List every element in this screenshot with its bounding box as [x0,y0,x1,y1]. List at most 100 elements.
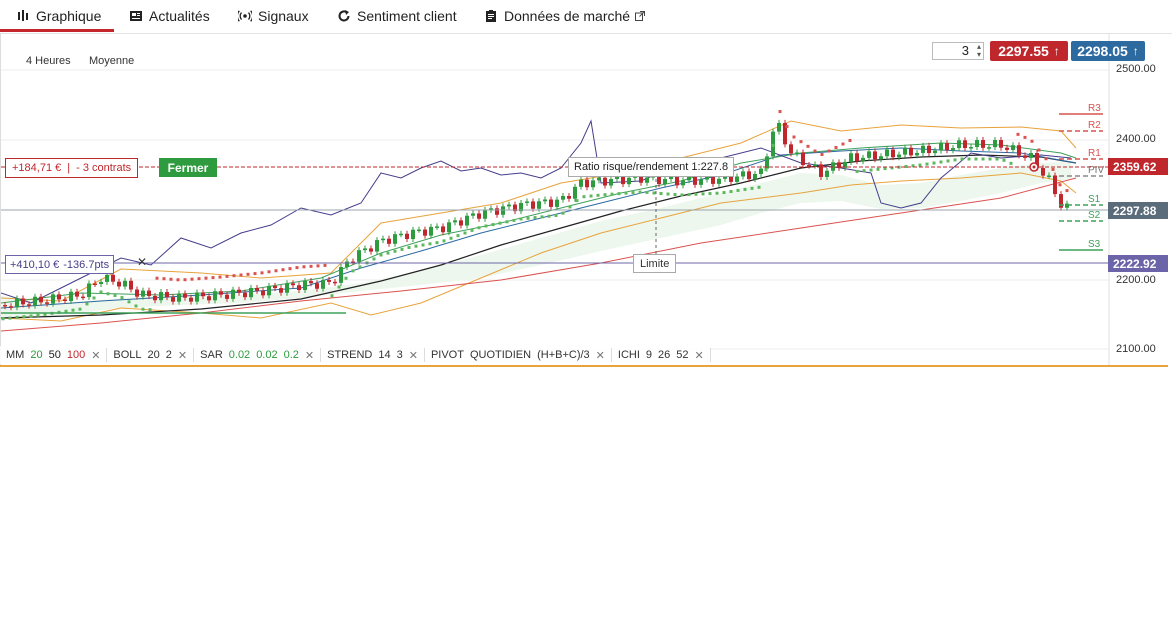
sar-dot [176,278,180,282]
candle-body [657,175,661,185]
sar-dot [477,226,481,230]
quantity-stepper[interactable]: 3 ▴ ▾ [932,42,984,60]
sar-dot [246,272,250,276]
sar-dot [169,277,173,281]
candle-body [249,287,253,298]
candle-body [879,156,883,160]
buy-button[interactable]: 2298.05 ↑ [1071,41,1145,61]
remove-indicator-icon[interactable]: ✕ [694,349,704,362]
chart-icon [16,9,30,23]
candle-body [825,170,829,177]
sar-dot [925,162,929,166]
sar-dot [988,157,992,161]
sar-dot [820,153,824,156]
sar-dot [554,214,558,217]
sar-dot [190,277,194,281]
tab-donnees-de-marche[interactable]: Données de marché [484,0,646,32]
candle-body [189,297,193,302]
sar-dot [771,143,775,147]
candle-body [387,238,391,244]
indicator-name: ICHI [617,349,640,361]
open-position-label[interactable]: +184,71 € | - 3 contrats [5,158,139,178]
tab-actualites[interactable]: Actualités [129,0,210,32]
bollinger-lower [1,172,1077,322]
chart-canvas[interactable] [1,33,1171,366]
candle-body [957,140,961,149]
indicator-param: 0.2 [283,349,299,361]
limit-label[interactable]: Limite [633,254,677,273]
pending-order-label[interactable]: +410,10 € -136.7pts [5,255,115,274]
tab-graphique[interactable]: Graphique [16,0,101,32]
indicator-param: QUOTIDIEN [469,349,532,361]
tab-label: Graphique [36,8,102,24]
indicator-param: 2 [165,349,172,361]
cancel-order-icon[interactable]: ✕ [137,255,148,269]
sar-dot [701,192,705,196]
sar-dot [953,158,957,162]
news-icon [129,9,143,23]
indicator-boll[interactable]: BOLL 20 2 ✕ [107,348,195,362]
candle-body [483,209,487,219]
sar-dot [1044,157,1048,161]
remove-indicator-icon[interactable]: ✕ [408,349,418,362]
sar-dot [533,216,537,220]
candle-body [1053,175,1057,195]
sar-dot [540,215,544,219]
stepper-arrows-icon[interactable]: ▴ ▾ [976,42,981,59]
candle-body [513,204,517,212]
candle-body [675,176,679,186]
y-axis-label: 2200.00 [1116,274,1156,286]
candle-body [987,147,991,149]
remove-indicator-icon[interactable]: ✕ [177,349,188,362]
indicator-bar: MM 20 50 100 ✕ BOLL 20 2 ✕ SAR 0.02 0.02… [0,346,711,364]
chart-type-label[interactable]: Moyenne [89,55,135,67]
price-chart[interactable]: 4 Heures Moyenne 2500.00 2400.00 2200.00… [0,33,1172,366]
candle-body [357,250,361,262]
sar-dot [183,278,187,282]
indicator-ichi[interactable]: ICHI 9 26 52 ✕ [612,348,711,362]
sar-dot [834,146,838,149]
sar-dot [519,217,523,221]
candle-body [429,226,433,236]
candle-body [873,151,877,160]
remove-indicator-icon[interactable]: ✕ [304,349,315,362]
candle-body [231,289,235,299]
sar-dot [218,275,222,279]
candle-body [195,292,199,302]
sar-dot [428,242,432,246]
indicator-name: BOLL [113,349,142,361]
tab-bar: Graphique Actualités Signaux Sentiment c… [0,0,1172,34]
candle-body [27,304,31,306]
sar-dot [15,315,19,319]
candle-body [261,290,265,296]
sar-dot [379,253,383,257]
candle-body [819,164,823,177]
indicator-mm[interactable]: MM 20 50 100 ✕ [0,348,108,362]
candle-body [339,267,343,283]
indicator-strend[interactable]: STREND 14 3 ✕ [321,348,425,362]
remove-indicator-icon[interactable]: ✕ [91,349,101,362]
indicator-pivot[interactable]: PIVOT QUOTIDIEN (H+B+C)/3 ✕ [425,348,612,362]
candle-body [981,140,985,148]
sar-dot [29,314,33,318]
candle-body [807,165,811,167]
close-position-button[interactable]: Fermer [159,158,217,177]
candle-body [393,234,397,244]
candle-body [9,306,13,308]
sar-dot [1023,135,1027,139]
candle-body [909,147,913,156]
sar-dot [1009,161,1013,165]
timeframe-label[interactable]: 4 Heures [26,55,71,67]
chart-bottom-border [0,365,1168,367]
remove-indicator-icon[interactable]: ✕ [595,349,605,362]
candle-body [399,233,403,236]
candle-body [885,149,889,157]
indicator-sar[interactable]: SAR 0.02 0.02 0.2 ✕ [194,348,322,362]
sar-dot [274,269,278,273]
tab-sentiment-client[interactable]: Sentiment client [337,0,457,32]
ichimoku-chikou [1,119,1072,304]
sar-dot [855,169,859,173]
sell-button[interactable]: 2297.55 ↑ [990,41,1068,61]
candle-body [921,145,925,153]
tab-signaux[interactable]: Signaux [238,0,309,32]
